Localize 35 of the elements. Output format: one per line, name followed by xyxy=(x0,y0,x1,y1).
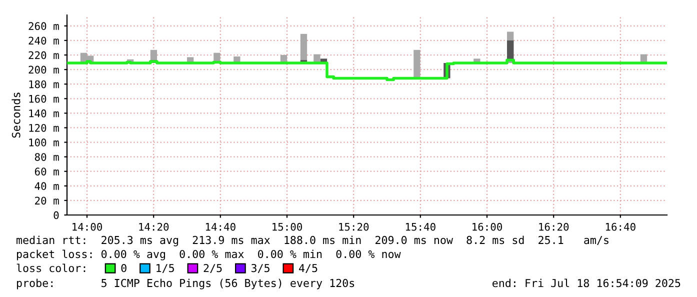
text: packet loss: 0.00 % avg 0.00 % max 0.00 % min 0.00 % now xyxy=(17,250,401,260)
y-tick-label: 40 m xyxy=(34,182,59,190)
legend-label: 4/5 xyxy=(299,264,318,274)
x-tick-label: 16:00 xyxy=(472,222,502,231)
y-tick-label: 140 m xyxy=(29,109,59,118)
text: end: Fri Jul 18 16:54:09 2025 xyxy=(492,278,680,288)
x-tick-label: 14:00 xyxy=(72,222,102,231)
y-tick-label: 20 m xyxy=(35,196,59,205)
y-tick-label: 220 m xyxy=(28,51,59,60)
x-tick-label: 16:40 xyxy=(606,222,636,231)
legend-label: 2/5 xyxy=(204,264,222,274)
y-tick-label: 240 m xyxy=(28,36,59,45)
legend-label: 0 xyxy=(121,264,126,272)
y-tick-label: 80 m xyxy=(34,153,59,161)
x-tick-label: 15:20 xyxy=(339,222,369,231)
x-tick-label: 15:40 xyxy=(406,222,436,231)
x-tick-label: 15:00 xyxy=(272,222,302,231)
bar xyxy=(414,50,420,78)
x-tick-label: 16:20 xyxy=(539,222,569,231)
y-tick-label: 60 m xyxy=(34,168,59,176)
y-tick-label: 100 m xyxy=(29,138,59,146)
text: loss color: xyxy=(16,264,86,272)
y-tick-label: 120 m xyxy=(29,124,59,132)
legend-label: 3/5 xyxy=(251,264,270,274)
y-tick-label: 200 m xyxy=(28,66,59,74)
y-tick-label: 160 m xyxy=(29,94,59,103)
y-axis-title: Seconds xyxy=(12,92,20,138)
y-tick-label: 180 m xyxy=(29,80,59,88)
y-tick-label: 0 xyxy=(54,211,59,220)
x-tick-label: 14:40 xyxy=(206,222,236,231)
x-tick-label: 14:20 xyxy=(139,222,169,231)
text: probe: 5 ICMP Echo Pings (56 Bytes) every 120s xyxy=(17,278,354,290)
y-tick-label: 260 m xyxy=(28,22,59,30)
text: median rtt: 205.3 ms avg 213.9 ms max 188.0 ms min 209.0 ms now 8.2 ms sd 25.1 am/s xyxy=(16,236,608,246)
legend-label: 1/5 xyxy=(156,264,174,274)
